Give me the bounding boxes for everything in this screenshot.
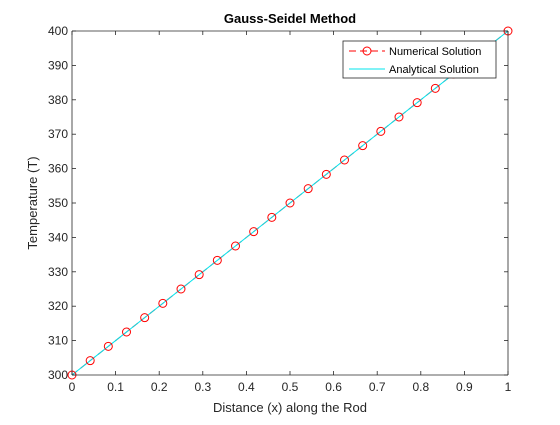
legend: Numerical Solution Analytical Solution <box>342 40 497 79</box>
series-point-numerical <box>430 83 440 93</box>
y-tick-label: 300 <box>48 368 68 382</box>
legend-swatch-numerical-marker <box>362 46 372 56</box>
series-point-numerical <box>358 141 368 151</box>
y-axis-label: Temperature (T) <box>25 156 40 249</box>
x-tick-label: 0.1 <box>107 380 124 394</box>
series-point-numerical <box>394 112 404 122</box>
series-point-numerical <box>340 155 349 165</box>
series-point-numerical <box>140 313 150 323</box>
series-point-numerical <box>231 241 240 251</box>
series-point-numerical <box>267 212 277 222</box>
series-point-numerical <box>122 327 131 337</box>
x-tick-label: 0.7 <box>369 380 386 394</box>
y-tick-label: 350 <box>48 196 68 210</box>
series-point-numerical <box>285 198 295 208</box>
y-tick-label: 330 <box>48 265 68 279</box>
x-tick-label: 0.6 <box>325 380 342 394</box>
legend-entry-analytical: Analytical Solution <box>389 64 479 76</box>
series-point-numerical <box>103 341 113 351</box>
y-tick-label: 320 <box>48 299 68 313</box>
series-point-numerical <box>194 270 204 280</box>
series-point-numerical <box>85 356 95 366</box>
series-point-numerical <box>176 284 186 294</box>
x-tick-label: 0.4 <box>238 380 255 394</box>
series-point-numerical <box>158 298 168 308</box>
y-tick-label: 310 <box>48 334 68 348</box>
series-point-numerical <box>412 98 422 108</box>
x-tick-label: 0 <box>69 380 76 394</box>
x-tick-label: 0.8 <box>412 380 429 394</box>
series-point-numerical <box>212 255 222 265</box>
y-tick-label: 360 <box>48 162 68 176</box>
y-tick-label: 340 <box>48 230 68 244</box>
series-point-numerical <box>321 169 331 179</box>
chart-title: Gauss-Seidel Method <box>224 11 356 26</box>
axes-layer: 0 0.1 0.2 0.3 0.4 0.5 0.6 0.7 0.8 0.9 1 300 310 320 33… <box>48 24 512 394</box>
y-tick-label: 370 <box>48 127 68 141</box>
x-tick-label: 1 <box>505 380 512 394</box>
x-axis-label: Distance (x) along the Rod <box>213 400 367 415</box>
legend-entry-numerical: Numerical Solution <box>389 46 481 58</box>
y-tick-label: 390 <box>48 58 68 72</box>
x-tick-label: 0.2 <box>151 380 168 394</box>
x-tick-label: 0.3 <box>194 380 211 394</box>
y-tick-label: 380 <box>48 93 68 107</box>
series-line-analytical <box>71 30 509 376</box>
y-tick-label: 400 <box>48 24 68 38</box>
x-tick-label: 0.5 <box>282 380 299 394</box>
x-tick-label: 0.9 <box>456 380 473 394</box>
series-point-numerical <box>249 227 259 237</box>
series-point-numerical <box>303 184 313 194</box>
series-point-numerical <box>376 126 386 136</box>
